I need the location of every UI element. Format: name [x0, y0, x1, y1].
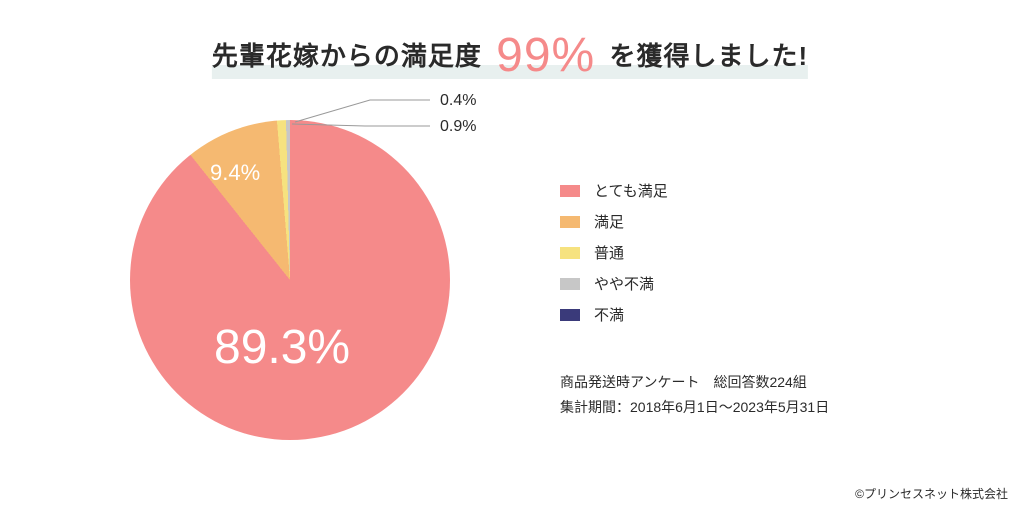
legend-swatch [560, 216, 580, 228]
legend-label: 普通 [594, 242, 624, 263]
legend-swatch [560, 247, 580, 259]
headline-suffix: を獲得しました! [609, 41, 808, 71]
legend-item: とても満足 [560, 180, 668, 201]
legend-label: とても満足 [594, 180, 668, 201]
legend-item: 満足 [560, 211, 668, 232]
copyright: ©プリンセスネット株式会社 [855, 485, 1008, 502]
legend-item: やや不満 [560, 273, 668, 294]
legend: とても満足 満足 普通 やや不満 不満 [560, 180, 668, 335]
headline-text: 先輩花嫁からの満足度 99% を獲得しました! [212, 41, 808, 71]
legend-item: 普通 [560, 242, 668, 263]
slice-label-very-satisfied: 89.3% [214, 320, 350, 375]
legend-item: 不満 [560, 304, 668, 325]
callout-label-neutral: 0.9% [440, 118, 476, 136]
headline-prefix: 先輩花嫁からの満足度 [212, 41, 482, 71]
legend-label: 不満 [594, 304, 624, 325]
headline: 先輩花嫁からの満足度 99% を獲得しました! [212, 28, 808, 83]
legend-label: 満足 [594, 211, 624, 232]
survey-info: 商品発送時アンケート 総回答数224組 集計期間：2018年6月1日～2023年… [560, 370, 829, 420]
survey-info-line2: 集計期間：2018年6月1日～2023年5月31日 [560, 395, 829, 420]
headline-highlight: 99% [490, 29, 601, 82]
legend-swatch [560, 309, 580, 321]
legend-swatch [560, 278, 580, 290]
legend-swatch [560, 185, 580, 197]
survey-info-line1: 商品発送時アンケート 総回答数224組 [560, 370, 829, 395]
callout-label-slightly-dissatisfied: 0.4% [440, 92, 476, 110]
legend-label: やや不満 [594, 273, 654, 294]
satisfaction-pie-chart: 89.3% 9.4% 0.4% 0.9% [130, 120, 450, 440]
